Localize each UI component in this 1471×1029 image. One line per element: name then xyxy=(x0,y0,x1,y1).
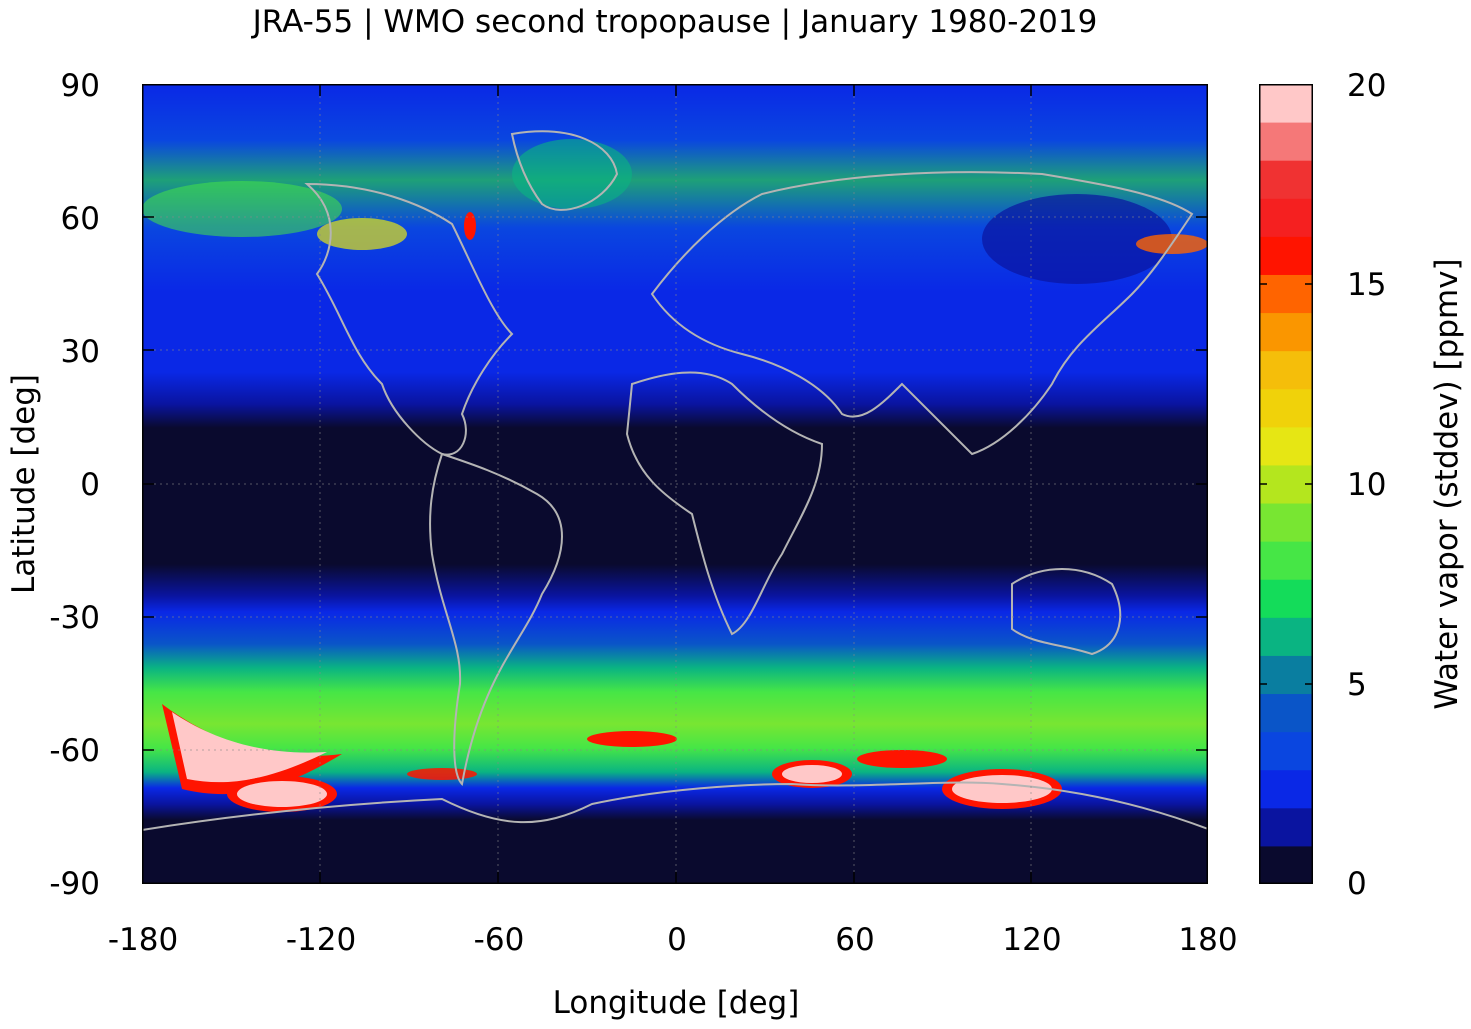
colorbar-steps xyxy=(1259,84,1313,884)
colorbar-step xyxy=(1259,388,1313,428)
colorbar-tick-label: 0 xyxy=(1347,866,1367,902)
colorbar-label: Water vapor (stddev) [ppmv] xyxy=(1429,258,1465,710)
colorbar-step xyxy=(1259,503,1313,542)
hudson-hotspot xyxy=(464,212,476,240)
alaska-streak xyxy=(142,181,342,237)
y-tick-label: -60 xyxy=(49,733,100,769)
colorbar-step xyxy=(1259,122,1313,161)
colorbar-step xyxy=(1259,236,1313,275)
coastline-north-america xyxy=(304,182,514,456)
south-indian-plume xyxy=(782,765,842,783)
colorbar-step xyxy=(1259,426,1313,466)
colorbar-step xyxy=(1259,350,1313,390)
colorbar-step xyxy=(1259,84,1313,123)
y-tick-label: -90 xyxy=(49,866,100,902)
coastlines xyxy=(142,130,1208,831)
y-tick-label: 0 xyxy=(80,467,100,503)
colorbar xyxy=(1259,84,1313,884)
colorbar-step xyxy=(1259,693,1313,733)
south-pacific-plume xyxy=(237,781,327,807)
colorbar-tick-label: 15 xyxy=(1347,267,1387,303)
colorbar-step xyxy=(1259,617,1313,656)
coastline-australia xyxy=(1011,568,1122,656)
y-tick-label: 30 xyxy=(60,334,100,370)
x-tick-label: -120 xyxy=(285,922,357,958)
colorbar-step xyxy=(1259,579,1313,618)
south-atlantic-streak xyxy=(587,731,677,747)
map-frame xyxy=(142,84,1208,884)
coastline-africa xyxy=(625,371,824,636)
siberia-low-patch xyxy=(982,194,1172,284)
axis-ticks xyxy=(142,84,1208,884)
grid xyxy=(142,84,1208,884)
x-tick-label: 120 xyxy=(1002,922,1062,958)
x-axis-label: Longitude [deg] xyxy=(552,985,800,1021)
colorbar-step xyxy=(1259,845,1313,884)
south-indian-plume xyxy=(952,775,1052,803)
y-axis-label: Latitude [deg] xyxy=(6,373,42,595)
colorbar-step xyxy=(1259,655,1313,695)
x-tick-label: -60 xyxy=(473,922,525,958)
x-tick-label: 180 xyxy=(1178,922,1238,958)
colorbar-tick-label: 10 xyxy=(1347,467,1387,503)
colorbar-tick-label: 5 xyxy=(1347,667,1367,703)
y-tick-label: -30 xyxy=(49,600,100,636)
colorbar-step xyxy=(1259,198,1313,237)
colorbar-step xyxy=(1259,464,1313,504)
plot-title: JRA-55 | WMO second tropopause | January… xyxy=(252,4,1098,40)
coastline-greenland xyxy=(510,130,619,211)
coastline-antarctica xyxy=(142,781,1208,831)
colorbar-frame xyxy=(1259,84,1313,884)
colorbar-step xyxy=(1259,769,1313,809)
y-tick-label: 90 xyxy=(60,68,100,104)
colorbar-tick-label: 20 xyxy=(1347,68,1387,104)
x-tick-label: 0 xyxy=(667,922,687,958)
x-tick-label: -180 xyxy=(107,922,179,958)
south-indian-plume xyxy=(857,750,947,768)
south-streak xyxy=(407,768,477,780)
south-pacific-plume xyxy=(172,712,327,783)
greenland-patch xyxy=(512,139,632,209)
alaska-streak xyxy=(317,218,407,250)
coastline-eurasia xyxy=(650,171,1194,456)
colorbar-step xyxy=(1259,274,1313,314)
x-tick-label: 60 xyxy=(835,922,875,958)
water-vapor-map xyxy=(142,84,1208,884)
colorbar-step xyxy=(1259,807,1313,847)
coastline-south-america xyxy=(429,452,563,787)
colorbar-step xyxy=(1259,731,1313,771)
colorbar-step xyxy=(1259,160,1313,199)
y-tick-label: 60 xyxy=(60,201,100,237)
colorbar-step xyxy=(1259,312,1313,352)
colorbar-step xyxy=(1259,541,1313,580)
